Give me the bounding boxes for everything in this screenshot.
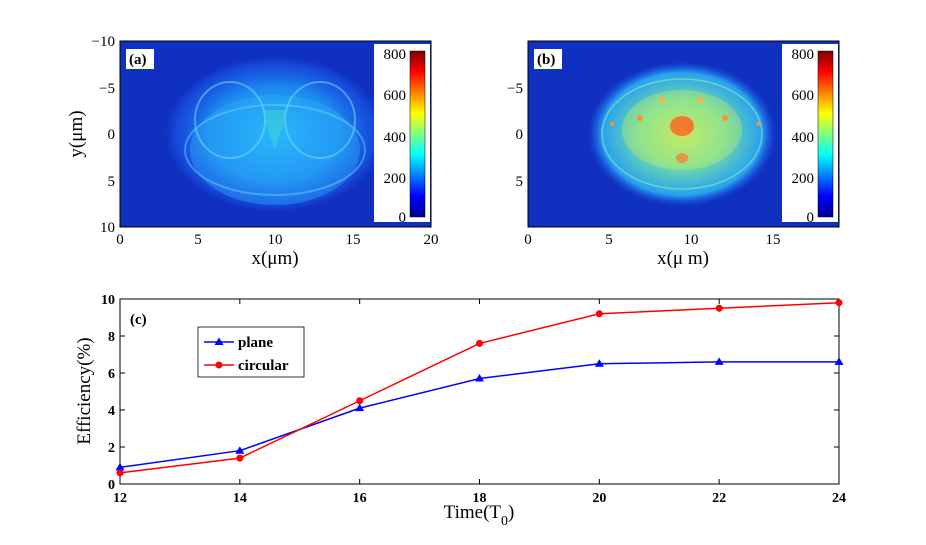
data-point-plane — [475, 374, 484, 382]
data-point-circular — [476, 339, 483, 347]
y-axis-label-a: y(μm) — [66, 110, 87, 157]
x-tick-label: 14 — [233, 491, 247, 506]
x-tick-b: 15 — [766, 232, 781, 248]
colorbar-a-tick: 0 — [399, 210, 407, 226]
panel-b-label-box — [534, 49, 562, 69]
data-point-circular — [356, 397, 364, 405]
colorbar-b-tick: 0 — [807, 210, 815, 226]
series-c — [115, 299, 844, 477]
map-b-frame — [527, 40, 840, 228]
colorbar-b-tick: 800 — [792, 47, 815, 63]
legend: plane circular — [197, 326, 305, 378]
y-tick-label: 8 — [108, 330, 115, 345]
colorbar-b — [817, 50, 834, 218]
colorbar-b-tick: 200 — [792, 171, 815, 187]
x-tick-a: 15 — [346, 232, 361, 248]
y-tick-labels-c: 0 2 4 6 8 10 — [101, 293, 115, 493]
colorbar-a-tick: 800 — [384, 47, 407, 63]
y-tick-b: 5 — [516, 174, 524, 190]
colorbar-a-tick: 600 — [384, 88, 407, 104]
data-point-circular — [835, 299, 843, 307]
data-point-plane — [355, 403, 365, 412]
colorbar-a-tick: 200 — [384, 171, 407, 187]
colorbar-b-tick: 400 — [792, 130, 815, 146]
y-tick-label: 4 — [108, 404, 115, 419]
y-tick-label: 6 — [108, 367, 115, 382]
y-tick-label: 0 — [108, 478, 115, 493]
data-point-plane — [834, 357, 844, 365]
legend-box — [197, 326, 305, 378]
map-a-field — [165, 56, 385, 212]
panel-a: (a) 800 600 400 200 0 −10 −5 0 5 10 0 5 … — [66, 34, 439, 269]
x-tick-label: 24 — [832, 491, 846, 506]
map-a-frame — [119, 40, 432, 228]
x-tick-a: 0 — [116, 232, 124, 248]
tick-marks-c — [119, 298, 840, 485]
panel-a-label-box — [126, 49, 154, 69]
map-b-field — [588, 62, 776, 206]
x-axis-label-c: Time(T0) — [444, 502, 515, 529]
colorbar-a-tick: 400 — [384, 130, 407, 146]
legend-circular-marker — [215, 361, 223, 369]
panel-b: (b) 800 600 400 200 0 −5 0 5 0 5 10 15 x… — [507, 40, 840, 269]
x-tick-label: 18 — [473, 491, 487, 506]
x-tick-b: 0 — [524, 232, 532, 248]
panel-a-label: (a) — [129, 52, 147, 68]
colorbar-a — [409, 50, 426, 218]
legend-circular-label: circular — [238, 358, 289, 374]
data-point-plane — [235, 446, 245, 454]
data-point-plane — [115, 462, 125, 471]
y-tick-label: 2 — [108, 441, 115, 456]
y-tick-a: −10 — [92, 34, 115, 50]
y-tick-b: 0 — [516, 127, 524, 143]
x-tick-labels-c: 12 14 16 18 20 22 24 — [113, 491, 846, 506]
y-axis-label-c: Efficiency(%) — [74, 337, 95, 444]
panel-c-label: (c) — [130, 312, 147, 328]
data-point-circular — [595, 310, 603, 318]
y-tick-a: 0 — [108, 127, 116, 143]
panel-b-label: (b) — [537, 52, 555, 68]
legend-plane-label: plane — [238, 335, 273, 351]
x-tick-label: 20 — [592, 491, 606, 506]
colorbar-b-tick: 600 — [792, 88, 815, 104]
x-tick-label: 12 — [113, 491, 127, 506]
y-tick-a: 5 — [108, 174, 116, 190]
x-tick-a: 10 — [268, 232, 283, 248]
y-tick-b: −5 — [507, 81, 523, 97]
data-point-plane — [594, 359, 604, 367]
y-tick-a: 10 — [100, 220, 115, 236]
x-tick-b: 5 — [605, 232, 613, 248]
x-tick-a: 20 — [424, 232, 439, 248]
x-tick-b: 10 — [684, 232, 699, 248]
y-tick-a: −5 — [99, 81, 115, 97]
data-point-circular — [116, 469, 124, 477]
data-point-circular — [715, 304, 723, 312]
legend-plane-marker — [214, 337, 224, 345]
x-axis-label-a: x(μm) — [251, 248, 298, 269]
x-axis-label-b: x(μ m) — [657, 248, 709, 269]
data-point-plane — [714, 357, 724, 365]
y-tick-label: 10 — [101, 293, 115, 308]
data-point-circular — [236, 454, 244, 462]
x-tick-label: 16 — [353, 491, 367, 506]
x-tick-label: 22 — [712, 491, 726, 506]
x-tick-a: 5 — [194, 232, 202, 248]
